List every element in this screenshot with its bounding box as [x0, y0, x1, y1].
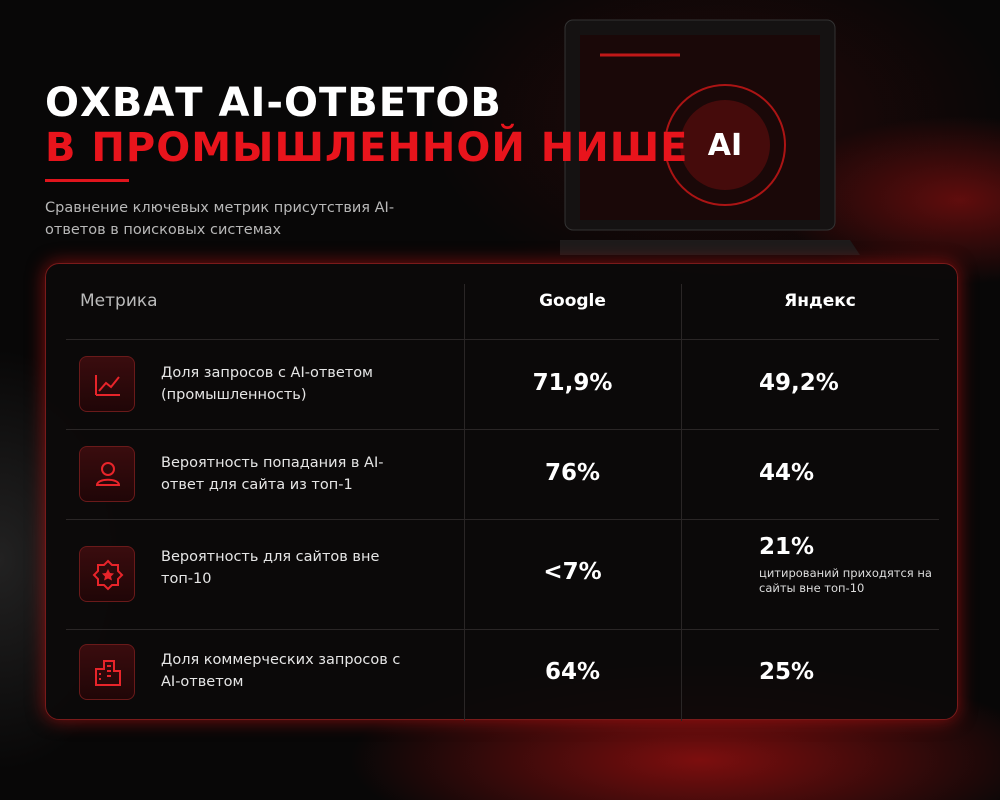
metric-label: Доля коммерческих запросов с AI-ответом [161, 652, 401, 690]
header-cell: Google [539, 291, 606, 311]
laptop-illustration: AI [560, 19, 860, 255]
metric-label: Вероятность для сайтов вне топ-10 [161, 549, 380, 587]
user-icon [79, 446, 135, 502]
row-divider [66, 429, 939, 430]
yandex-note: цитирований приходятся на сайты вне топ-… [759, 566, 932, 595]
column-divider [681, 284, 682, 721]
table-card: Метрика Google Яндекс Доля запросов с AI… [45, 263, 958, 721]
screen-label: AI [708, 128, 742, 163]
title-line-2: В ПРОМЫШЛЕННОЙ НИШЕ [45, 125, 689, 171]
column-divider [464, 284, 465, 721]
header-cell: Яндекс [784, 291, 856, 311]
google-value: 64% [544, 659, 601, 685]
building-icon [79, 644, 135, 700]
row-divider [66, 519, 939, 520]
row-divider [66, 629, 939, 630]
google-value: 71,9% [532, 370, 613, 396]
yandex-value: 44% [759, 460, 815, 486]
row-divider [66, 339, 939, 340]
title-line-1: ОХВАТ AI-ОТВЕТОВ [45, 80, 502, 126]
subtitle: Сравнение ключевых метрик присутствия AI… [45, 200, 395, 238]
google-value: <7% [543, 559, 602, 585]
title-rule [45, 179, 129, 182]
google-value: 76% [544, 460, 601, 486]
yandex-value: 49,2% [759, 370, 839, 396]
metric-label: Вероятность попадания в AI-ответ для сай… [161, 455, 384, 493]
metric-label: Доля запросов с AI-ответом (промышленнос… [161, 365, 373, 403]
yandex-value: 21% [759, 534, 815, 560]
chart-icon [79, 356, 135, 412]
header-cell: Метрика [80, 291, 158, 311]
yandex-value: 25% [759, 659, 815, 685]
badge-icon [79, 546, 135, 602]
